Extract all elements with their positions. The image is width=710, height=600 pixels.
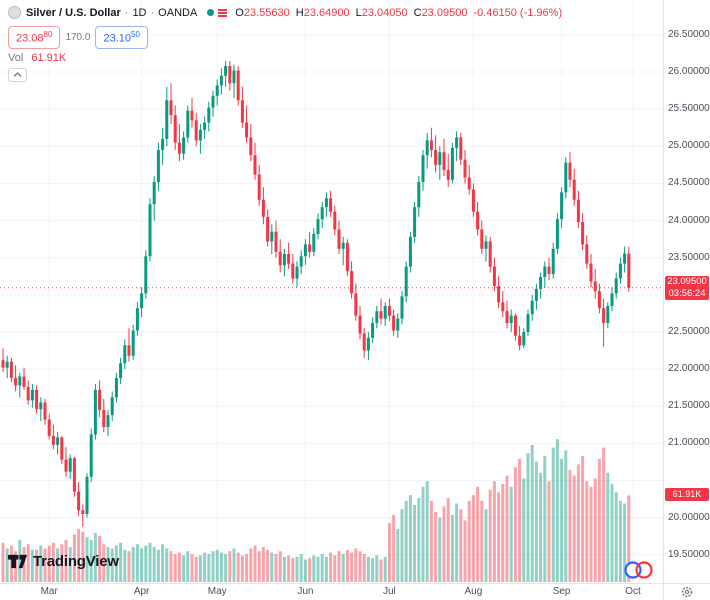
volume-indicator-legend[interactable]: Vol 61.91K bbox=[8, 52, 66, 64]
axis-corner[interactable] bbox=[663, 583, 710, 600]
open-label: O bbox=[235, 6, 244, 19]
time-axis-label: Oct bbox=[625, 586, 641, 597]
tradingview-logo[interactable]: TradingView bbox=[7, 551, 119, 572]
time-axis-label: Aug bbox=[464, 586, 483, 597]
time-axis-label: Mar bbox=[40, 586, 58, 597]
spread-value: 170.0 bbox=[65, 31, 91, 43]
time-axis-label: Jul bbox=[382, 586, 396, 597]
chart-pane[interactable]: Silver / U.S. Dollar · 1D · OANDA O23.55… bbox=[0, 0, 663, 583]
low-value: 23.04050 bbox=[361, 6, 408, 19]
buy-button[interactable]: 23.1050 bbox=[95, 26, 148, 49]
price-axis-label: 19.50000 bbox=[668, 548, 710, 560]
buy-price-sup: 50 bbox=[131, 30, 140, 39]
series-menu-icon[interactable] bbox=[218, 8, 228, 17]
volume-bars bbox=[1, 439, 631, 582]
volume-badge: 61.91K bbox=[665, 488, 709, 502]
price-axis-label: 25.50000 bbox=[668, 103, 710, 115]
time-axis-label: Apr bbox=[133, 586, 150, 597]
symbol-logo-icon bbox=[8, 6, 21, 19]
separator: · bbox=[150, 6, 155, 19]
open-value: 23.55630 bbox=[243, 6, 290, 19]
symbol-name[interactable]: Silver / U.S. Dollar bbox=[26, 6, 121, 19]
change-value: -0.46150 (-1.96%) bbox=[473, 6, 563, 19]
price-axis-label: 26.00000 bbox=[668, 66, 710, 78]
price-axis-label: 24.50000 bbox=[668, 177, 710, 189]
price-axis-label: 25.00000 bbox=[668, 140, 710, 152]
close-label: C bbox=[413, 6, 422, 19]
volume-value: 61.91K bbox=[31, 52, 67, 64]
price-axis-label: 22.50000 bbox=[668, 325, 710, 337]
volume-label: Vol bbox=[8, 52, 24, 64]
low-label: L bbox=[355, 6, 362, 19]
grid-lines bbox=[0, 0, 663, 583]
legend: Silver / U.S. Dollar · 1D · OANDA O23.55… bbox=[8, 6, 562, 19]
price-axis-label: 21.00000 bbox=[668, 437, 710, 449]
price-axis-label: 20.00000 bbox=[668, 511, 710, 523]
sell-button[interactable]: 23.0880 bbox=[8, 26, 61, 49]
candlestick-chart[interactable] bbox=[0, 0, 663, 583]
exchange-name[interactable]: OANDA bbox=[158, 6, 198, 19]
trade-buttons: 23.0880 170.0 23.1050 bbox=[8, 26, 148, 49]
time-axis-label: May bbox=[207, 586, 227, 597]
interval-value[interactable]: 1D bbox=[132, 6, 147, 19]
price-axis[interactable]: 23.09500 03:56:24 61.91K 26.50000 26.0000… bbox=[663, 0, 710, 583]
price-axis-label: 23.50000 bbox=[668, 251, 710, 263]
buy-price: 23.10 bbox=[103, 32, 131, 45]
price-axis-label: 21.50000 bbox=[668, 400, 710, 412]
price-axis-label: 24.00000 bbox=[668, 214, 710, 226]
high-value: 23.64900 bbox=[303, 6, 350, 19]
time-axis[interactable]: Mar Apr May Jun Jul Aug Sep Oct bbox=[0, 583, 663, 600]
separator: · bbox=[124, 6, 129, 19]
ohlc-readout: O23.55630 H23.64900 L23.04050 C23.09500 bbox=[235, 7, 467, 19]
chevron-up-icon bbox=[13, 72, 22, 77]
tradingview-mark-icon bbox=[7, 554, 28, 569]
sell-price: 23.08 bbox=[16, 32, 44, 45]
high-label: H bbox=[295, 6, 304, 19]
broker-logo-icon[interactable] bbox=[622, 560, 656, 580]
countdown-timer: 03:56:24 bbox=[668, 287, 706, 299]
close-value: 23.09500 bbox=[421, 6, 468, 19]
last-price-value: 23.09500 bbox=[667, 275, 707, 287]
price-axis-label: 26.50000 bbox=[668, 28, 710, 40]
last-price-badge: 23.09500 03:56:24 bbox=[665, 275, 709, 300]
time-axis-label: Jun bbox=[297, 586, 314, 597]
sell-price-sup: 80 bbox=[43, 30, 53, 39]
series-marker-icon[interactable] bbox=[207, 9, 215, 16]
tradingview-wordmark: TradingView bbox=[33, 553, 119, 570]
price-axis-label: 22.00000 bbox=[668, 363, 710, 375]
collapse-legend-button[interactable] bbox=[8, 68, 27, 82]
axis-settings-icon bbox=[681, 586, 693, 598]
time-axis-label: Sep bbox=[552, 586, 571, 597]
candles bbox=[1, 60, 631, 527]
